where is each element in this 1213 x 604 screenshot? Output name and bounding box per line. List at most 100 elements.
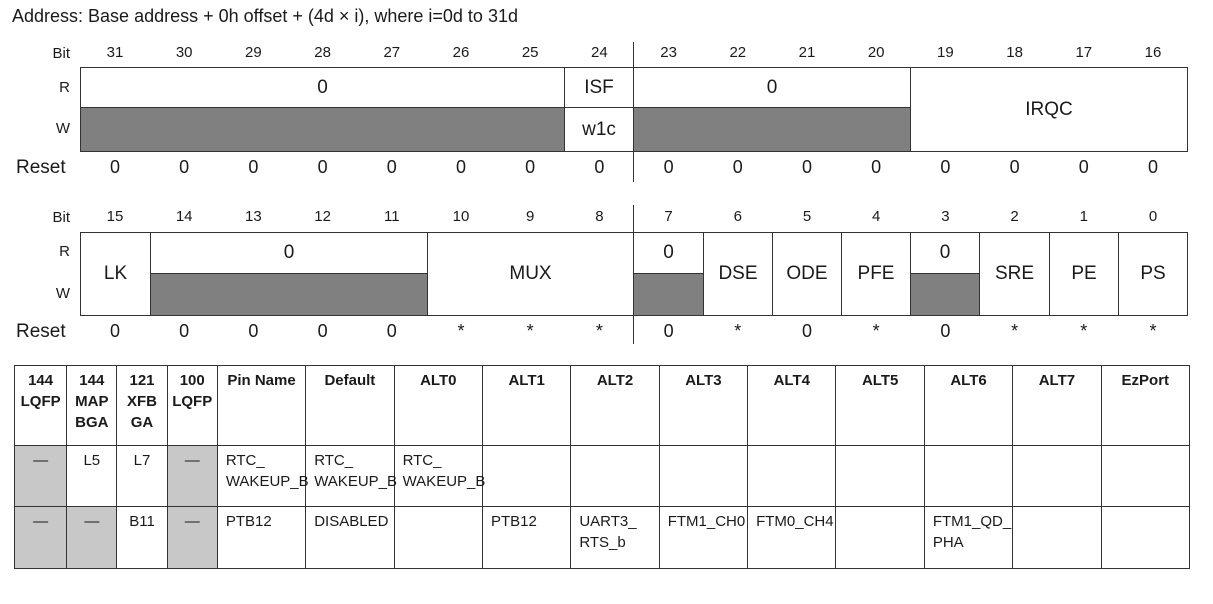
table-cell: DISABLED bbox=[305, 506, 395, 569]
sre-field: SRE bbox=[979, 232, 1050, 316]
table-cell: PTB12 bbox=[216, 506, 307, 569]
ode-field: ODE bbox=[772, 232, 842, 316]
column-header: EzPort bbox=[1100, 365, 1191, 446]
reset-value: 0 bbox=[455, 157, 466, 177]
reset-value: * bbox=[1080, 321, 1088, 341]
table-cell bbox=[1012, 506, 1102, 569]
bit-number: 21 bbox=[798, 44, 816, 61]
reset-value: 0 bbox=[109, 321, 120, 341]
cell-line: FTM1_QD_ bbox=[932, 513, 1012, 530]
header-line: BGA bbox=[75, 414, 109, 431]
bit-number: 25 bbox=[521, 44, 539, 61]
bit-number: 20 bbox=[867, 44, 885, 61]
bit-number: 4 bbox=[872, 208, 881, 225]
column-header: Pin Name bbox=[216, 365, 307, 446]
field-value: 0 bbox=[317, 76, 328, 98]
bit-number: 19 bbox=[937, 44, 954, 61]
mux-field: MUX bbox=[427, 232, 634, 316]
cell-line: WAKEUP_B bbox=[225, 473, 309, 490]
reset-value: * bbox=[526, 321, 534, 341]
table-cell: — bbox=[13, 445, 68, 507]
field-name: PFE bbox=[857, 263, 895, 284]
cell-line: — bbox=[184, 513, 200, 530]
dse-field: DSE bbox=[703, 232, 773, 316]
cell-line: RTC_ bbox=[314, 452, 354, 469]
field-name: DSE bbox=[718, 263, 758, 284]
column-header: 144 LQFP bbox=[13, 365, 68, 446]
bit-number: 11 bbox=[384, 208, 400, 225]
reset-value: 0 bbox=[594, 157, 605, 177]
field-name: PS bbox=[1140, 263, 1166, 284]
header-line: LQFP bbox=[20, 393, 61, 410]
table-cell: — bbox=[13, 506, 68, 569]
table-cell bbox=[923, 445, 1014, 507]
table-cell bbox=[658, 445, 749, 507]
bit-number: 23 bbox=[660, 44, 677, 61]
table-cell: — bbox=[166, 506, 218, 569]
irqc-field: IRQC bbox=[910, 67, 1188, 152]
table-cell: — bbox=[166, 445, 218, 507]
cell-line: RTC_ bbox=[225, 452, 265, 469]
table-cell bbox=[835, 506, 925, 569]
header-line: ALT4 bbox=[773, 372, 810, 389]
reset-value: 0 bbox=[801, 157, 812, 177]
reserved-read-field: 0 bbox=[633, 232, 704, 274]
header-line: 144 bbox=[79, 372, 105, 389]
reserved-write-field bbox=[633, 273, 704, 316]
bit-number: 3 bbox=[941, 208, 950, 225]
reset-value: * bbox=[872, 321, 880, 341]
cell-line: — bbox=[33, 513, 49, 530]
reset-row-label: Reset bbox=[16, 321, 66, 342]
bit-number: 2 bbox=[1010, 208, 1019, 225]
column-header: ALT5 bbox=[835, 365, 925, 446]
field-value: 0 bbox=[663, 242, 674, 263]
isf-w1c-field: w1c bbox=[564, 107, 634, 152]
bit-number: 6 bbox=[733, 208, 742, 225]
reset-value: 0 bbox=[248, 321, 259, 341]
column-header: Default bbox=[305, 365, 395, 446]
column-header: ALT6 bbox=[923, 365, 1014, 446]
bit-number: 12 bbox=[314, 208, 331, 225]
cell-line: UART3_ bbox=[579, 513, 637, 530]
reset-value: 0 bbox=[386, 157, 397, 177]
table-cell: L7 bbox=[116, 445, 168, 507]
bit-number: 26 bbox=[452, 44, 470, 61]
bit-number: 14 bbox=[175, 208, 193, 225]
read-row-label: R bbox=[59, 243, 70, 260]
reset-value: 0 bbox=[1009, 157, 1020, 177]
table-cell bbox=[835, 445, 925, 507]
reset-value: * bbox=[734, 321, 742, 341]
table-cell: UART3_ RTS_b bbox=[570, 506, 660, 569]
address-description: Address: Base address + 0h offset + (4d … bbox=[12, 6, 518, 26]
pfe-field: PFE bbox=[841, 232, 911, 316]
header-line: ALT1 bbox=[508, 372, 545, 389]
cell-line: — bbox=[84, 513, 100, 530]
reset-value: 0 bbox=[940, 157, 951, 177]
field-name: ISF bbox=[584, 76, 614, 98]
reset-value: * bbox=[1011, 321, 1019, 341]
field-name: SRE bbox=[994, 263, 1035, 284]
column-header: ALT3 bbox=[658, 365, 749, 446]
reset-value: 0 bbox=[179, 321, 190, 341]
bit-number: 16 bbox=[1144, 44, 1162, 61]
reset-value: 0 bbox=[525, 157, 536, 177]
bit-group-divider bbox=[633, 152, 634, 182]
header-line: Pin Name bbox=[227, 372, 296, 389]
header-line: 144 bbox=[28, 372, 54, 389]
column-header: 144 MAP BGA bbox=[66, 365, 118, 446]
table-cell: FTM0_CH4 bbox=[747, 506, 837, 569]
reset-value: 0 bbox=[179, 157, 190, 177]
reserved-write-field bbox=[150, 273, 428, 316]
table-cell bbox=[481, 445, 572, 507]
write-row-label: W bbox=[55, 120, 70, 137]
column-header: 100 LQFP bbox=[166, 365, 218, 446]
bit-number: 7 bbox=[664, 208, 673, 225]
field-value: 0 bbox=[283, 242, 295, 263]
table-cell bbox=[570, 445, 660, 507]
reset-value: 0 bbox=[871, 157, 882, 177]
cell-line: L5 bbox=[83, 452, 101, 469]
column-header: ALT4 bbox=[747, 365, 837, 446]
field-value: 0 bbox=[766, 76, 778, 98]
header-line: ALT7 bbox=[1038, 372, 1076, 389]
read-row-label: R bbox=[59, 79, 70, 96]
